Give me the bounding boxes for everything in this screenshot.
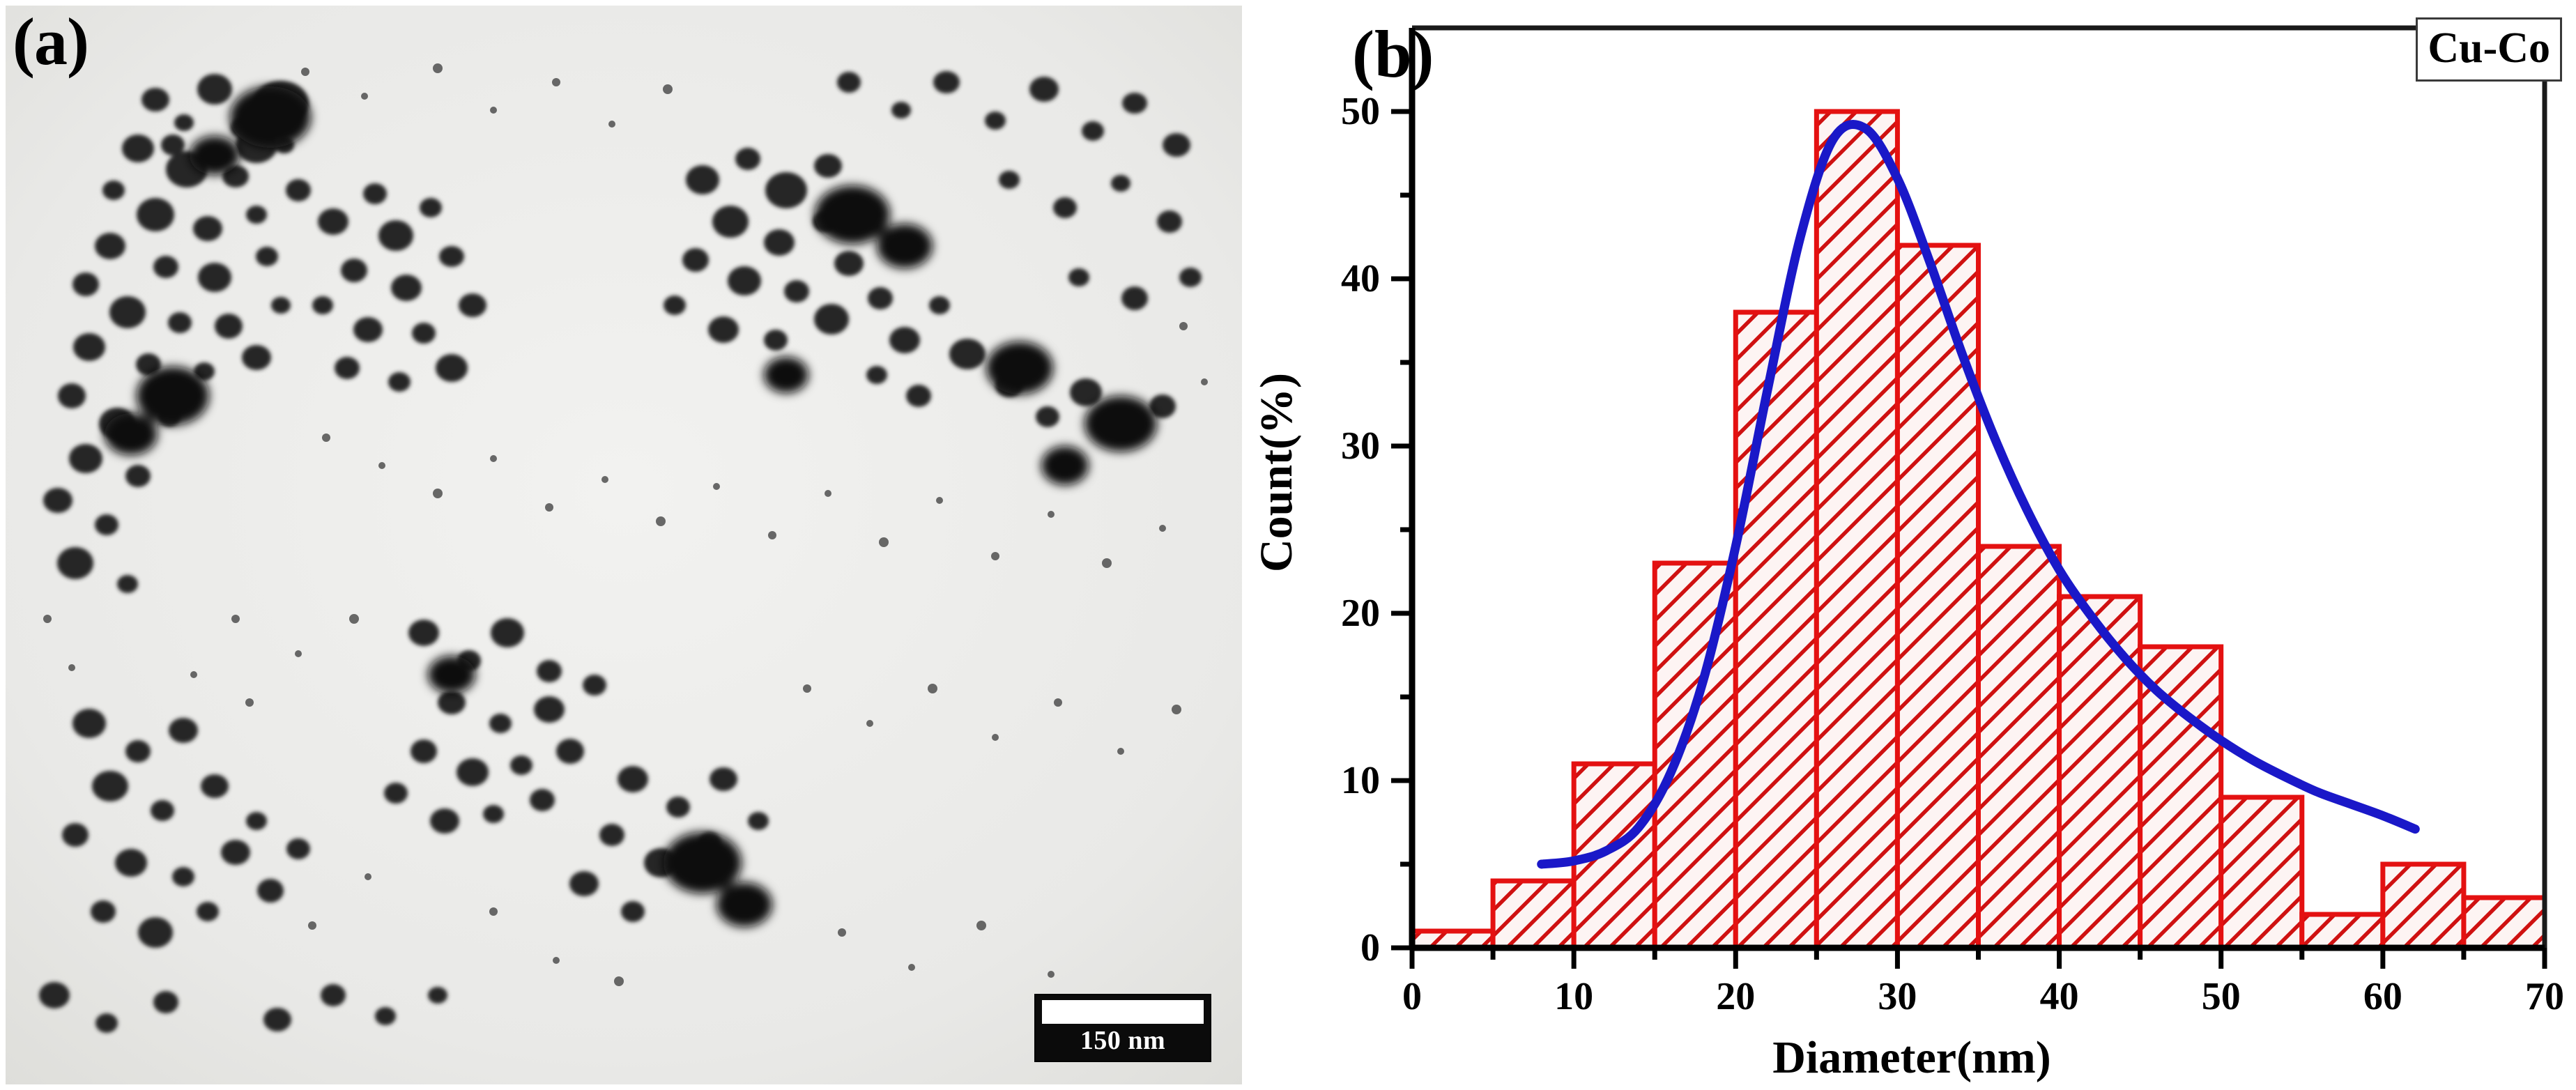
x-tick-label: 40: [2039, 975, 2079, 1018]
lognormal-fit-curve: [1537, 119, 2420, 869]
histogram-bar: [2299, 912, 2386, 951]
x-tick-label: 60: [2363, 975, 2402, 1018]
x-tick-label: 10: [1554, 975, 1594, 1018]
axis-ticks: [1391, 109, 2547, 969]
y-tick-label: 10: [1341, 759, 1380, 802]
x-tick-label: 0: [1402, 975, 1422, 1018]
scale-bar-line: [1042, 1000, 1204, 1024]
histogram-bar: [2057, 594, 2143, 951]
histogram-bar: [1814, 109, 1900, 951]
y-axis-title: Count(%): [1251, 373, 1302, 573]
histogram-svg: [1391, 25, 2547, 969]
histogram-bar: [1733, 309, 1819, 951]
y-tick-label: 30: [1341, 424, 1380, 468]
panel-a-label: (a): [13, 4, 89, 79]
scale-bar-label: 150 nm: [1080, 1026, 1166, 1055]
x-tick-label: 20: [1716, 975, 1756, 1018]
scale-bar: 150 nm: [1034, 994, 1211, 1062]
x-tick-label: 70: [2525, 975, 2564, 1018]
y-tick-label: 20: [1341, 592, 1380, 635]
tem-particles-canvas: [6, 6, 1242, 1084]
panel-b-label: (b): [1352, 17, 1434, 91]
x-tick-label: 50: [2201, 975, 2241, 1018]
histogram-bar: [1976, 544, 2062, 951]
histogram-bar: [2461, 895, 2547, 951]
panel-b-histogram: (b) Cu-Co Diameter(nm) Count(%) 0 10 20 30 4…: [1248, 0, 2576, 1090]
y-tick-label: 40: [1341, 257, 1380, 300]
histogram-bar: [1490, 878, 1577, 951]
histogram-bar: [2218, 795, 2305, 951]
histogram-bar: [1652, 560, 1738, 951]
panel-a-tem-image: (a) 150 nm: [0, 0, 1248, 1090]
y-tick-label: 50: [1341, 90, 1380, 133]
histogram-bar: [1894, 243, 1981, 951]
tem-micrograph: [6, 6, 1242, 1084]
x-tick-label: 30: [1878, 975, 1917, 1018]
histogram-bar: [2380, 861, 2467, 951]
legend-label: Cu-Co: [2428, 24, 2550, 72]
legend-box: Cu-Co: [2416, 17, 2562, 82]
y-tick-label: 0: [1360, 926, 1380, 969]
x-axis-title: Diameter(nm): [1772, 1032, 2051, 1083]
